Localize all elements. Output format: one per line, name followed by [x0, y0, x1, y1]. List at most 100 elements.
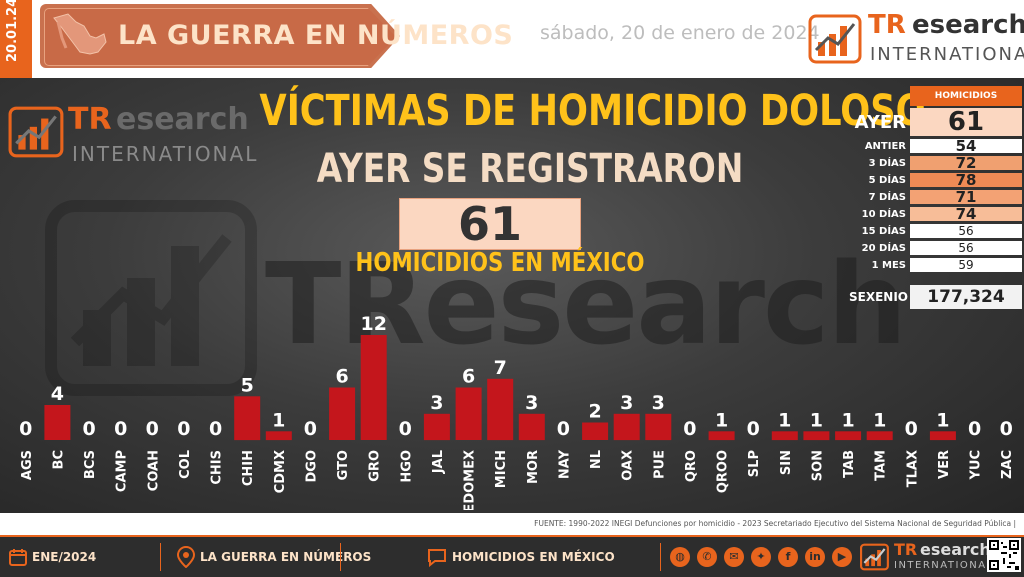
footer-section: LA GUERRA EN NÚMEROS: [200, 550, 372, 564]
category-label-camp: CAMP: [115, 450, 130, 492]
stats-row-value: 59: [910, 258, 1022, 272]
linkedin-icon[interactable]: in: [805, 547, 825, 567]
bar-nl: [582, 422, 609, 440]
data-label-mor: 3: [525, 392, 538, 414]
data-label-cdmx: 1: [272, 409, 285, 431]
category-label-pue: PUE: [652, 450, 667, 479]
youtube-icon[interactable]: ▶: [832, 547, 852, 567]
data-label-hgo: 0: [399, 418, 412, 440]
footer-logo-tr: TR: [894, 540, 918, 559]
category-label-col: COL: [178, 450, 193, 479]
stats-row-label: 5 DÍAS: [868, 175, 906, 186]
data-label-slp: 0: [747, 418, 760, 440]
bar-son: [803, 431, 830, 441]
stats-row-value: 56: [910, 241, 1022, 255]
bar-qroo: [708, 431, 735, 441]
main-subtitle: AYER SE REGISTRARON: [316, 146, 744, 192]
bar-mich: [487, 378, 514, 441]
category-label-cdmx: CDMX: [273, 450, 288, 493]
category-label-tlax: TLAX: [905, 450, 920, 487]
category-label-oax: OAX: [621, 450, 636, 481]
bar-ver: [929, 431, 956, 441]
footer-separator: [660, 543, 661, 571]
data-label-bcs: 0: [82, 418, 95, 440]
stats-row-value: 56: [910, 224, 1022, 238]
data-label-qro: 0: [683, 418, 696, 440]
total-caption: HOMICIDIOS EN MÉXICO: [355, 248, 645, 278]
footer-logo-international: INTERNATIONAL: [894, 560, 994, 571]
category-label-dgo: DGO: [304, 450, 319, 483]
source-note: FUENTE: 1990-2022 INEGI Defunciones por …: [0, 513, 1016, 535]
data-label-oax: 3: [620, 392, 633, 414]
category-label-chis: CHIS: [210, 450, 225, 485]
footer-separator: [160, 543, 161, 571]
stats-row-value: 71: [910, 190, 1022, 205]
data-label-nl: 2: [588, 401, 601, 423]
stats-row: 7 DÍAS 71: [842, 190, 1024, 206]
twitter-icon[interactable]: ✦: [751, 547, 771, 567]
whatsapp-icon[interactable]: ✆: [697, 547, 717, 567]
stats-row-label: 1 MES: [871, 260, 906, 271]
category-label-bc: BC: [51, 450, 66, 469]
data-label-tam: 1: [873, 409, 886, 431]
main-title: VÍCTIMAS DE HOMICIDIO DOLOSO: [259, 86, 926, 136]
data-label-dgo: 0: [304, 418, 317, 440]
footer-month: ENE/2024: [32, 550, 97, 564]
category-label-tam: TAM: [874, 450, 889, 481]
logo-research: esearch: [912, 10, 1024, 40]
logo-chart-icon: [808, 14, 862, 64]
qr-code-icon[interactable]: [987, 538, 1021, 572]
category-label-mich: MICH: [494, 450, 509, 488]
category-label-yuc: YUC: [969, 450, 984, 481]
footer-logo: TR esearch INTERNATIONAL: [860, 540, 992, 574]
facebook-icon[interactable]: f: [778, 547, 798, 567]
stats-row: ANTIER 54: [842, 139, 1024, 155]
category-label-ags: AGS: [20, 450, 35, 480]
stats-row: 10 DÍAS 74: [842, 207, 1024, 223]
category-label-jal: JAL: [431, 450, 446, 474]
data-label-ver: 1: [936, 409, 949, 431]
data-label-sin: 1: [778, 409, 791, 431]
stats-row-label: 3 DÍAS: [868, 158, 906, 169]
category-label-nay: NAY: [557, 449, 572, 479]
bar-jal: [423, 413, 450, 441]
email-icon[interactable]: ✉: [724, 547, 744, 567]
data-label-chis: 0: [209, 418, 222, 440]
logo-international: INTERNATIONAL: [870, 44, 1024, 65]
data-label-tab: 1: [841, 409, 854, 431]
data-label-nay: 0: [557, 418, 570, 440]
category-label-gro: GRO: [368, 450, 383, 482]
map-pin-icon: [176, 546, 196, 568]
stats-header: HOMICIDIOS: [910, 86, 1022, 106]
stats-row-label: AYER: [854, 112, 906, 133]
data-label-col: 0: [177, 418, 190, 440]
logo-tr: TR: [868, 10, 906, 40]
data-label-son: 1: [810, 409, 823, 431]
main-logo-chart-icon: [8, 106, 64, 158]
category-label-qroo: QROO: [716, 450, 731, 493]
data-label-bc: 4: [51, 383, 64, 405]
bar-cdmx: [265, 431, 292, 441]
header-date: sábado, 20 de enero de 2024: [540, 22, 820, 44]
category-label-zac: ZAC: [1000, 450, 1015, 479]
data-label-mich: 7: [494, 357, 507, 379]
bar-gto: [329, 387, 356, 440]
bar-sin: [771, 431, 798, 441]
data-label-ags: 0: [19, 418, 32, 440]
sexenio-value: 177,324: [910, 285, 1022, 309]
category-label-ver: VER: [937, 450, 952, 479]
stats-row-value: 54: [910, 139, 1022, 154]
footer-logo-chart-icon: [860, 543, 889, 571]
data-label-chih: 5: [241, 374, 254, 396]
stats-row: AYER 61: [842, 108, 1024, 138]
homicides-by-state-chart: 0 AGS 4 BC 0 BCS 0 CAMP 0 COAH 0 COL 0 CHIS 5 CHIH 1 CDMX…: [19, 313, 1015, 510]
data-label-zac: 0: [1000, 418, 1013, 440]
bar-bc: [44, 405, 71, 440]
category-label-slp: SLP: [747, 450, 762, 477]
stats-row: 1 MES 59: [842, 258, 1024, 274]
bar-chih: [234, 396, 261, 441]
stats-row-value: 72: [910, 156, 1022, 171]
data-label-coah: 0: [146, 418, 159, 440]
globe-icon[interactable]: ◍: [670, 547, 690, 567]
main-logo: TR esearch INTERNATIONAL: [8, 100, 256, 170]
